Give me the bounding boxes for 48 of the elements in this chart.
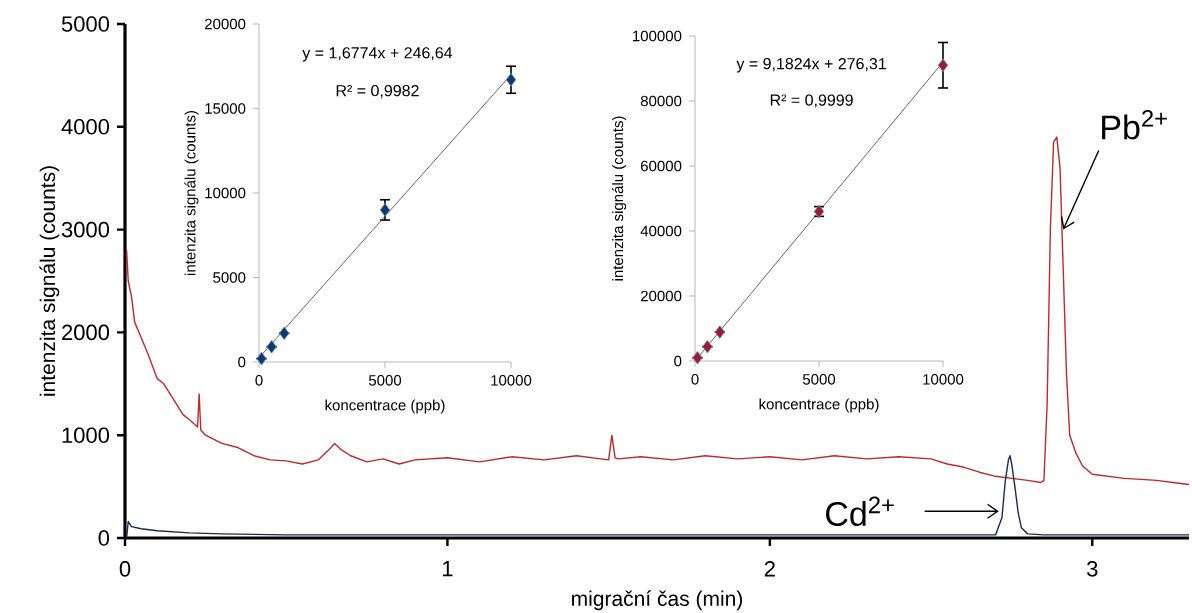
y-tick-label: 80000: [640, 95, 682, 107]
annotation: y = 9,1824x + 276,31: [736, 57, 886, 73]
x-tick-label: 0: [691, 374, 699, 385]
y-tick-label: 20000: [204, 18, 246, 30]
x-tick-label: 3: [1087, 561, 1098, 577]
x-axis-title: koncentrace (ppb): [325, 399, 445, 414]
x-axis-title: koncentrace (ppb): [759, 398, 879, 413]
y-tick-label: 20000: [640, 290, 682, 302]
annotation: R² = 0,9982: [336, 84, 419, 99]
x-tick-label: 10000: [491, 375, 532, 386]
y-tick-label: 5000: [61, 16, 110, 32]
y-tick-label: 0: [674, 355, 682, 367]
annotation: Cd$^{2+}$: [826, 496, 894, 527]
point: [256, 351, 267, 366]
annotation: y = 1,6774x + 246,64: [302, 47, 453, 62]
x-tick-label: 10000: [923, 374, 964, 385]
y-tick-label: 0: [98, 530, 110, 546]
point: [692, 350, 703, 365]
y-tick-label: 5000: [213, 272, 246, 283]
y-tick-label: 2000: [62, 324, 110, 341]
y-tick-label: 0: [238, 356, 246, 368]
y-tick-label: 4000: [61, 119, 110, 135]
x-axis-title: migrační čas (min): [572, 590, 742, 611]
y-tick-label: 100000: [633, 30, 682, 42]
x-tick-label: 2: [764, 561, 775, 577]
point: [714, 325, 726, 339]
point: [505, 72, 517, 87]
y-axis-title: intenzita signálu (counts): [184, 110, 199, 275]
point: [279, 326, 290, 341]
point: [266, 339, 277, 354]
annotation: R² = 0,9999: [770, 94, 853, 108]
y-tick-label: 40000: [640, 225, 682, 237]
x-tick-label: 1: [442, 561, 453, 577]
y-tick-label: 1000: [62, 427, 110, 443]
y-axis-title: intenzita signálu (counts): [39, 166, 60, 396]
y-axis-title: intenzita signálu (counts): [612, 116, 627, 281]
y-tick-label: 10000: [205, 187, 246, 199]
x-tick-label: 5000: [368, 375, 402, 386]
point: [379, 203, 391, 217]
y-tick-label: 15000: [205, 103, 246, 114]
x-tick-label: 0: [255, 375, 263, 386]
y-tick-label: 60000: [640, 160, 682, 172]
x-tick-label: 0: [119, 561, 131, 577]
annotation: Pb$^{2+}$: [1102, 109, 1167, 140]
y-tick-label: 3000: [61, 221, 110, 238]
point: [702, 339, 713, 354]
x-tick-label: 5000: [802, 374, 836, 385]
point: [937, 58, 949, 73]
